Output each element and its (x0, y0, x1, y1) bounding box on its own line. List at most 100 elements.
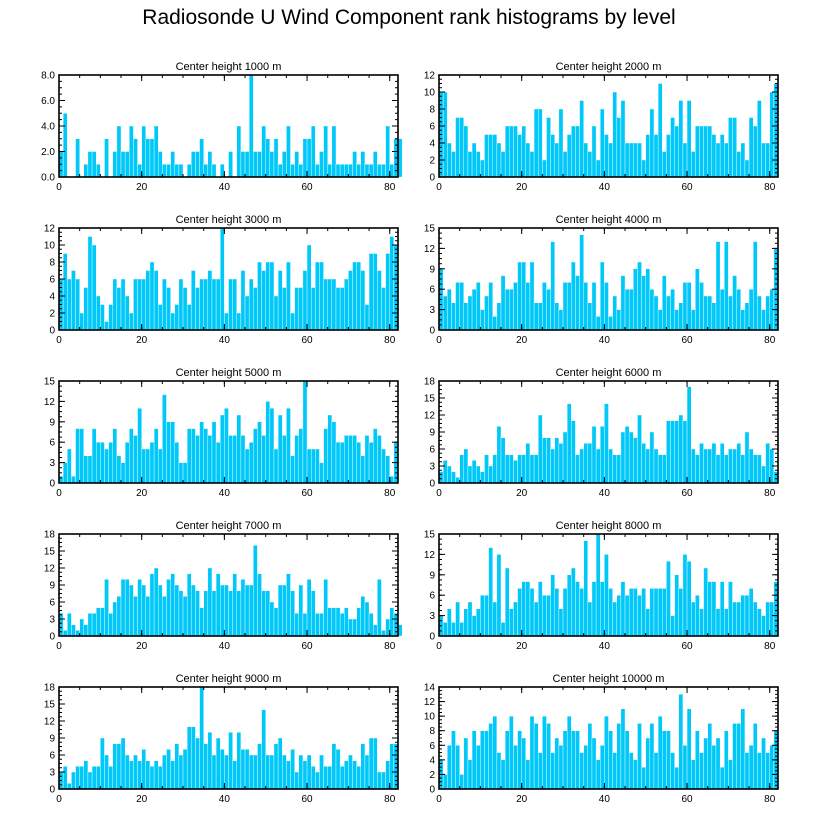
histogram-bar (257, 743, 262, 790)
histogram-bar (724, 608, 729, 637)
x-tick-label: 0 (56, 641, 62, 652)
histogram-bar (108, 442, 113, 484)
histogram-bar (158, 151, 163, 178)
histogram-bar (529, 588, 535, 637)
y-tick-label: 6 (49, 751, 55, 762)
histogram-bar (294, 151, 299, 178)
histogram-bar (736, 601, 741, 637)
histogram-bar (657, 309, 663, 331)
histogram-bar (372, 737, 378, 790)
histogram-bar (509, 125, 514, 178)
histogram-bar (657, 83, 663, 178)
histogram-bar (186, 573, 192, 637)
histogram-bar (761, 737, 766, 790)
histogram-bar (517, 261, 522, 331)
histogram-bar (496, 554, 502, 637)
histogram-bar (728, 581, 733, 637)
histogram-bar (546, 723, 551, 790)
histogram-bar (761, 142, 766, 178)
histogram-bar (719, 134, 725, 178)
histogram-bar (682, 745, 688, 790)
histogram-bar (282, 584, 287, 637)
histogram-bar (637, 595, 642, 637)
x-tick-label: 20 (516, 335, 528, 346)
histogram-bar (633, 588, 638, 637)
histogram-bar (724, 142, 729, 178)
histogram-bar (319, 151, 324, 178)
x-tick-label: 80 (384, 794, 396, 805)
histogram-bar (104, 754, 109, 790)
histogram-bar (203, 428, 209, 484)
histogram-bar (550, 241, 555, 331)
histogram-bar (719, 766, 725, 790)
histogram-bar (108, 304, 113, 331)
y-tick-label: 15 (424, 394, 436, 405)
histogram-bar (513, 601, 518, 637)
histogram-bar (360, 455, 366, 484)
histogram-bar (492, 134, 498, 178)
histogram-bar (699, 282, 704, 331)
histogram-bar (100, 737, 105, 790)
histogram-bar (575, 581, 580, 637)
histogram-bar (724, 454, 729, 484)
histogram-bar (628, 289, 634, 331)
histogram-bar (533, 108, 539, 178)
histogram-bar (385, 455, 390, 484)
histogram-bar (339, 766, 345, 790)
histogram-bar (277, 414, 283, 484)
histogram-bar (385, 125, 390, 178)
histogram-bar (566, 403, 572, 484)
histogram-bar (331, 421, 337, 484)
histogram-bar (715, 241, 721, 331)
histogram-bar (352, 261, 357, 331)
histogram-bar (459, 282, 465, 331)
histogram-bar (736, 151, 741, 178)
histogram-bar (736, 723, 741, 790)
histogram-bar (769, 745, 775, 790)
histogram-bar (79, 766, 85, 790)
histogram-bar (149, 138, 155, 178)
histogram-bar (174, 743, 180, 790)
histogram-bar (220, 227, 225, 331)
histogram-bar (261, 709, 266, 790)
x-tick-label: 20 (136, 335, 148, 346)
histogram-bar (269, 754, 275, 790)
histogram-bar (244, 584, 250, 637)
y-tick-label: 4.0 (41, 122, 55, 133)
histogram-bar (761, 309, 766, 331)
histogram-bar (100, 304, 105, 331)
histogram-bar (678, 100, 684, 178)
histogram-bar (96, 607, 101, 637)
histogram-bar (666, 561, 671, 637)
histogram-bar (62, 630, 68, 637)
histogram-bar (83, 164, 89, 178)
histogram-bar (352, 151, 357, 178)
histogram-bar (744, 752, 750, 790)
panel-title: Center height 10000 m (553, 673, 665, 685)
y-tick-label: 0 (429, 785, 435, 796)
histogram-bar (504, 289, 510, 331)
histogram-bar (385, 253, 390, 331)
histogram-bar (162, 596, 167, 637)
histogram-bar (690, 151, 696, 178)
histogram-bar (162, 278, 167, 331)
histogram-bar (471, 615, 477, 637)
histogram-bar (678, 694, 684, 790)
histogram-bar (728, 295, 733, 331)
histogram-bar (199, 138, 204, 178)
histogram-bar (682, 420, 688, 484)
histogram-bar (682, 142, 688, 178)
y-tick-label: 4 (429, 755, 435, 766)
histogram-bar (719, 289, 725, 331)
histogram-bar (348, 270, 353, 331)
x-tick-label: 60 (681, 182, 693, 193)
histogram-bar (240, 151, 246, 178)
histogram-bar (476, 151, 481, 178)
histogram-bar (203, 164, 209, 178)
histogram-bar (327, 766, 333, 790)
histogram-bar (583, 745, 589, 790)
histogram-panel-8: Center height 8000 m 0 20 40 60 80 0 3 6 9 12 15 (424, 520, 779, 652)
histogram-bar (620, 100, 626, 178)
histogram-bar (120, 151, 126, 178)
histogram-bar (232, 435, 237, 484)
